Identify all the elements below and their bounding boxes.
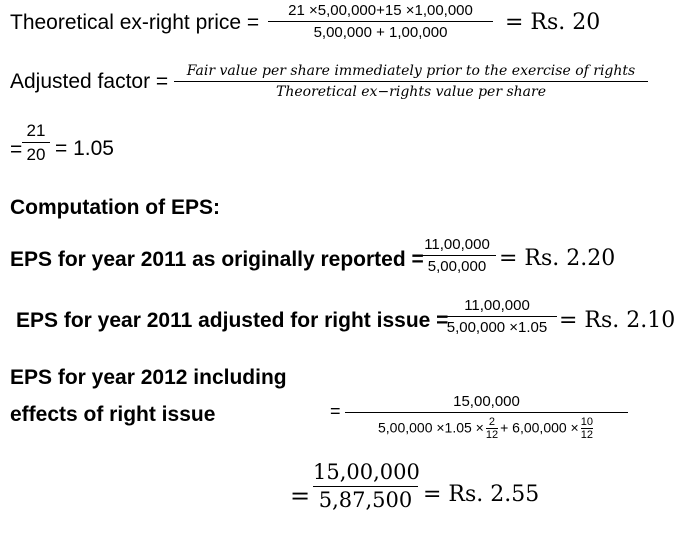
adj-fraction: Fair value per share immediately prior t… bbox=[174, 64, 648, 99]
ratio-prefix: = bbox=[10, 138, 23, 161]
final-equals: = bbox=[290, 482, 311, 510]
fraction-bar bbox=[268, 21, 493, 22]
ratio-denominator: 20 bbox=[26, 145, 46, 164]
eps2011adj-numerator: 11,00,000 bbox=[464, 297, 530, 314]
ter-result: = Rs. 20 bbox=[505, 10, 601, 35]
fraction-bar bbox=[313, 486, 418, 487]
ratio-numerator: 21 bbox=[26, 121, 46, 140]
eps2011-label: EPS for year 2011 as originally reported… bbox=[10, 248, 424, 271]
eps2012-frac1-den: 12 bbox=[485, 429, 499, 442]
fraction-bar bbox=[174, 81, 648, 82]
section-heading: Computation of EPS: bbox=[10, 196, 220, 219]
eps2011adj-denominator: 5,00,000 ×1.05 bbox=[446, 319, 548, 336]
eps2012-equals: = bbox=[330, 401, 341, 421]
eps2012-den-frac2: 10 12 bbox=[580, 416, 593, 442]
ter-numerator: 21 ×5,00,000+15 ×1,00,000 bbox=[288, 2, 473, 19]
final-result: = Rs. 2.55 bbox=[423, 482, 540, 507]
eps2011-denominator: 5,00,000 bbox=[427, 258, 487, 275]
eps2012-frac2-num: 10 bbox=[580, 416, 593, 428]
fraction-bar bbox=[418, 255, 496, 256]
eps2012-frac1-num: 2 bbox=[488, 416, 496, 428]
ratio-result: = 1.05 bbox=[55, 137, 114, 160]
eps2012-numerator: 15,00,000 bbox=[453, 393, 520, 410]
adj-denominator: Theoretical ex−rights value per share bbox=[276, 84, 546, 100]
final-denominator: 5,87,500 bbox=[318, 488, 413, 512]
fraction-bar bbox=[437, 316, 557, 317]
eps2011-result: = Rs. 2.20 bbox=[499, 246, 616, 271]
eps2012-frac2-den: 12 bbox=[580, 429, 593, 442]
fraction-bar bbox=[580, 428, 593, 430]
eps2012-fraction: 15,00,000 5,00,000 ×1.05 × 2 12 + 6,00,000 … bbox=[345, 394, 628, 441]
ratio-fraction: 21 20 bbox=[22, 122, 50, 163]
eps2011adj-label: EPS for year 2011 adjusted for right iss… bbox=[16, 309, 449, 332]
eps2012-denominator: 5,00,000 ×1.05 × 2 12 + 6,00,000 × 10 12 bbox=[345, 416, 628, 441]
fraction-bar bbox=[22, 142, 50, 143]
eps2011-numerator: 11,00,000 bbox=[424, 236, 490, 253]
adj-label: Adjusted factor = bbox=[10, 70, 169, 93]
eps2012-label-line1: EPS for year 2012 including bbox=[10, 366, 287, 389]
fraction-bar bbox=[485, 428, 499, 430]
fraction-bar bbox=[345, 412, 628, 413]
eps2012-label-line2: effects of right issue bbox=[10, 403, 216, 426]
final-fraction: 15,00,000 5,87,500 bbox=[313, 460, 420, 512]
adj-numerator: Fair value per share immediately prior t… bbox=[186, 63, 636, 79]
eps2011-fraction: 11,00,000 5,00,000 bbox=[418, 237, 496, 274]
ter-denominator: 5,00,000 + 1,00,000 bbox=[313, 24, 448, 41]
eps2011adj-fraction: 11,00,000 5,00,000 ×1.05 bbox=[437, 298, 557, 335]
final-numerator: 15,00,000 bbox=[313, 460, 420, 484]
eps2012-den-frac1: 2 12 bbox=[485, 416, 499, 442]
eps2012-den-part2: + 6,00,000 × bbox=[500, 419, 579, 436]
eps2012-den-part1: 5,00,000 ×1.05 × bbox=[377, 419, 484, 436]
ter-label: Theoretical ex-right price = bbox=[10, 11, 260, 34]
eps2011adj-result: = Rs. 2.10 bbox=[559, 308, 676, 333]
ter-fraction: 21 ×5,00,000+15 ×1,00,000 5,00,000 + 1,0… bbox=[268, 3, 493, 40]
